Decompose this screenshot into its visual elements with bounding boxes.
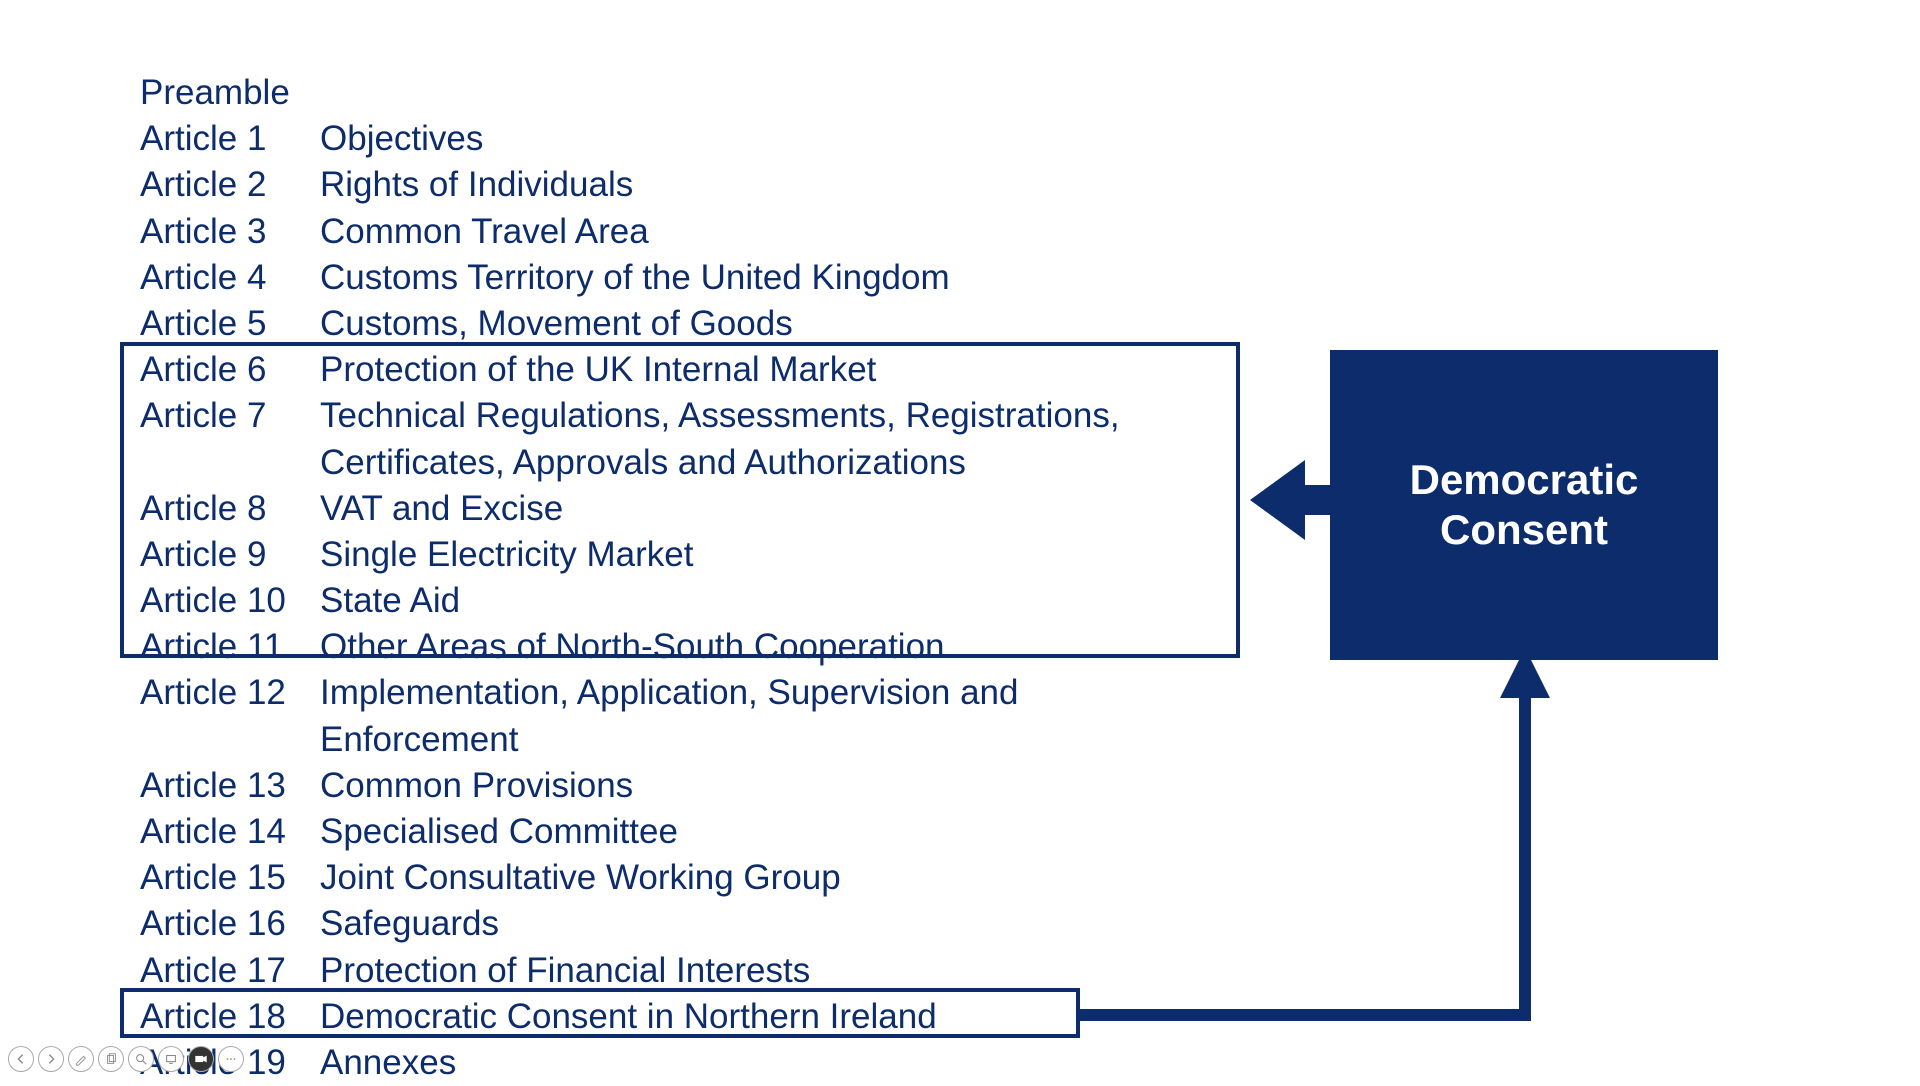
article-title: Specialised Committee xyxy=(320,809,678,855)
video-button[interactable] xyxy=(188,1046,214,1072)
article-title: Other Areas of North-South Cooperation xyxy=(320,624,945,670)
article-row: Article 1Objectives xyxy=(140,116,1790,162)
article-number: Article 5 xyxy=(140,301,320,347)
article-title: Customs, Movement of Goods xyxy=(320,301,793,347)
article-number: Article 8 xyxy=(140,486,320,532)
article-row: Article 4Customs Territory of the United… xyxy=(140,255,1790,301)
article-number: Article 15 xyxy=(140,855,320,901)
article-number: Article 14 xyxy=(140,809,320,855)
article-title: Democratic Consent in Northern Ireland xyxy=(320,994,937,1040)
article-number: Article 4 xyxy=(140,255,320,301)
article-number: Article 6 xyxy=(140,347,320,393)
zoom-button[interactable] xyxy=(128,1046,154,1072)
article-row: Article 14Specialised Committee xyxy=(140,809,1790,855)
copy-button[interactable] xyxy=(98,1046,124,1072)
article-number: Article 9 xyxy=(140,532,320,578)
article-title: Joint Consultative Working Group xyxy=(320,855,841,901)
next-slide-button[interactable] xyxy=(38,1046,64,1072)
article-row: Article 5Customs, Movement of Goods xyxy=(140,301,1790,347)
article-number: Article 16 xyxy=(140,901,320,947)
more-button[interactable] xyxy=(218,1046,244,1072)
article-number: Article 11 xyxy=(140,624,320,670)
article-number: Article 7 xyxy=(140,393,320,439)
article-title: Safeguards xyxy=(320,901,499,947)
article-title: Protection of Financial Interests xyxy=(320,948,810,994)
article-number: Article 10 xyxy=(140,578,320,624)
article-row: Article 19Annexes xyxy=(140,1040,1790,1086)
article-title: Common Provisions xyxy=(320,763,633,809)
preamble-text: Preamble xyxy=(140,70,290,116)
article-title: Implementation, Application, Supervision… xyxy=(320,670,1140,762)
presentation-toolbar xyxy=(8,1046,244,1072)
article-number: Article 2 xyxy=(140,162,320,208)
article-title: Single Electricity Market xyxy=(320,532,693,578)
article-number: Article 18 xyxy=(140,994,320,1040)
article-title: Common Travel Area xyxy=(320,209,649,255)
article-title: Technical Regulations, Assessments, Regi… xyxy=(320,393,1140,485)
article-title: State Aid xyxy=(320,578,460,624)
democratic-consent-callout: Democratic Consent xyxy=(1330,350,1718,660)
callout-line2: Consent xyxy=(1440,506,1608,553)
article-number: Article 12 xyxy=(140,670,320,716)
article-row: Article 3Common Travel Area xyxy=(140,209,1790,255)
article-row: Article 15Joint Consultative Working Gro… xyxy=(140,855,1790,901)
article-row: Article 16Safeguards xyxy=(140,901,1790,947)
article-row: Article 13Common Provisions xyxy=(140,763,1790,809)
pen-tool-button[interactable] xyxy=(68,1046,94,1072)
preamble-row: Preamble xyxy=(140,70,1790,116)
article-row: Article 2Rights of Individuals xyxy=(140,162,1790,208)
article-title: Protection of the UK Internal Market xyxy=(320,347,876,393)
article-number: Article 3 xyxy=(140,209,320,255)
prev-slide-button[interactable] xyxy=(8,1046,34,1072)
article-title: Customs Territory of the United Kingdom xyxy=(320,255,950,301)
article-number: Article 17 xyxy=(140,948,320,994)
screen-button[interactable] xyxy=(158,1046,184,1072)
article-row: Article 12Implementation, Application, S… xyxy=(140,670,1790,762)
article-title: Objectives xyxy=(320,116,483,162)
article-row: Article 17Protection of Financial Intere… xyxy=(140,948,1790,994)
article-title: Rights of Individuals xyxy=(320,162,633,208)
article-title: VAT and Excise xyxy=(320,486,563,532)
callout-line1: Democratic xyxy=(1410,456,1639,503)
article-title: Annexes xyxy=(320,1040,456,1086)
article-row: Article 18Democratic Consent in Northern… xyxy=(140,994,1790,1040)
article-number: Article 13 xyxy=(140,763,320,809)
arrow-left-icon xyxy=(1250,440,1340,560)
article-number: Article 1 xyxy=(140,116,320,162)
